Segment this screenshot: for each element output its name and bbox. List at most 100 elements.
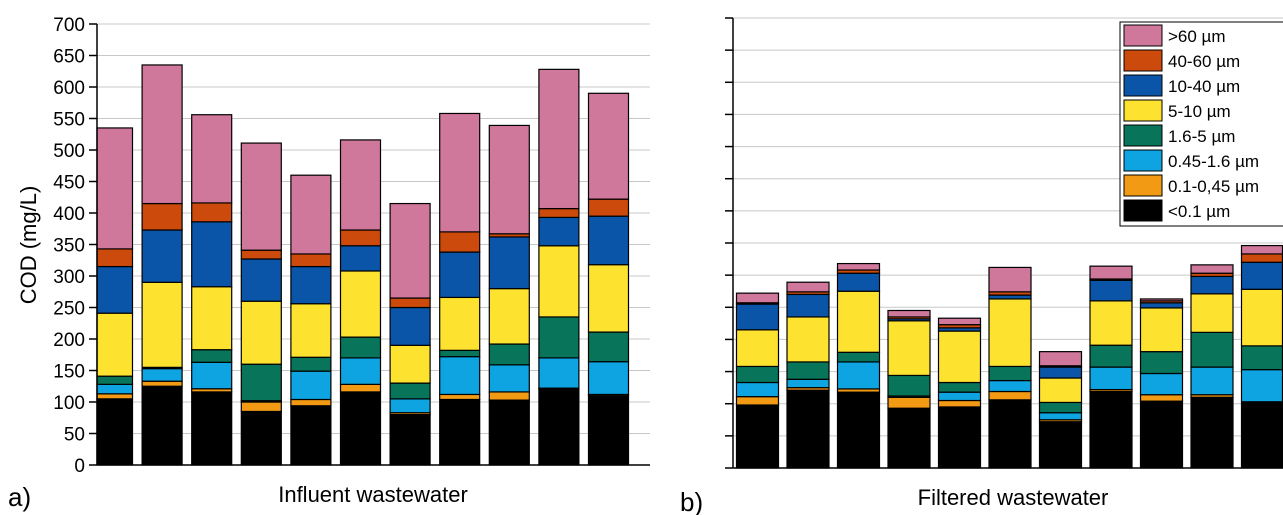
bar-segment [786, 361, 830, 380]
bar-segment [1139, 302, 1184, 309]
bar-segment [339, 336, 382, 359]
bar-segment [439, 251, 481, 299]
bar-segment [1089, 390, 1133, 469]
bar-segment [1089, 265, 1133, 280]
bar-segment [191, 221, 233, 288]
bar-segment [786, 281, 830, 293]
bar-segment [735, 365, 780, 384]
bar-segment [290, 370, 332, 401]
bar-segment [290, 303, 332, 358]
bar-segment [290, 398, 332, 407]
bar-segment [290, 174, 332, 255]
bar-segment [937, 330, 982, 384]
bar-segment [1240, 261, 1283, 290]
bar-segment [887, 309, 931, 318]
bar-segment [988, 298, 1032, 368]
bar-segment [141, 385, 183, 466]
legend-swatch [1123, 99, 1163, 122]
y-tick-label: 650 [53, 47, 85, 68]
bar-segment [587, 264, 630, 333]
bar-segment [587, 395, 630, 466]
bar-segment [587, 331, 630, 363]
bar-segment [538, 207, 580, 219]
bar-segment [1139, 307, 1184, 353]
bar-segment [735, 329, 780, 368]
bar-segment [488, 343, 530, 366]
legend-swatch [1123, 124, 1163, 147]
bar-segment [1139, 394, 1184, 402]
bar-segment [937, 399, 982, 408]
legend-label: 0.1-0,45 µm [1168, 177, 1259, 196]
bar-segment [735, 396, 780, 406]
bar-segment [389, 344, 431, 384]
bar-segment [735, 404, 780, 469]
legend-swatch [1123, 149, 1163, 172]
bar-segment [988, 365, 1032, 382]
bar-segment [1139, 372, 1184, 396]
bars-b [735, 244, 1283, 469]
bar-segment [439, 356, 481, 396]
bar-segment [191, 202, 233, 223]
legend-label: 40-60 µm [1168, 52, 1240, 71]
legend-swatch [1123, 199, 1163, 222]
y-tick-label: 0 [74, 456, 85, 477]
legend-swatch [1123, 24, 1163, 47]
bar-segment [735, 292, 780, 304]
legend-label: 1.6-5 µm [1168, 127, 1235, 146]
bar-segment [240, 363, 282, 402]
bar-segment [1089, 366, 1133, 391]
bar-segment [141, 281, 183, 368]
y-tick-label: 200 [53, 330, 85, 351]
bar-segment [488, 399, 530, 466]
bar-segment [96, 375, 134, 385]
bar-segment [538, 216, 580, 247]
bar-segment [786, 389, 830, 469]
bar-segment [1038, 401, 1083, 414]
bar-segment [538, 316, 580, 359]
bar-segment [836, 290, 881, 353]
bar-segment [191, 114, 233, 204]
bar-segment [1190, 293, 1234, 333]
bar-segment [290, 405, 332, 466]
bar-segment [1139, 351, 1184, 375]
bar-segment [988, 379, 1032, 393]
y-tick-label: 300 [53, 267, 85, 288]
y-tick-label: 500 [53, 141, 85, 162]
bar-segment [1240, 369, 1283, 403]
bar-segment [735, 381, 780, 398]
bar-segment [191, 361, 233, 390]
bar-segment [439, 296, 481, 351]
bar-segment [439, 393, 481, 401]
y-tick-label: 700 [53, 15, 85, 36]
bars-a [96, 64, 630, 466]
y-axis-title-a: COD (mg/L) [16, 186, 41, 305]
legend-swatch [1123, 174, 1163, 197]
bar-segment [339, 391, 382, 466]
legend-label: <0.1 µm [1168, 202, 1230, 221]
x-axis-title-a: Influent wastewater [278, 482, 468, 507]
bar-segment [587, 215, 630, 266]
bar-segment [1038, 421, 1083, 469]
bar-segment [587, 92, 630, 200]
bar-segment [1038, 377, 1083, 404]
bar-segment [836, 262, 881, 271]
bar-segment [1240, 244, 1283, 255]
y-tick-label: 100 [53, 393, 85, 414]
bar-segment [439, 398, 481, 466]
bar-segment [937, 391, 982, 402]
bar-segment [887, 320, 931, 377]
bar-segment [439, 231, 481, 253]
bar-segment [389, 414, 431, 466]
bar-segment [786, 378, 830, 389]
bar-segment [887, 374, 931, 397]
bar-segment [240, 410, 282, 466]
y-tick-label: 450 [53, 173, 85, 194]
bar-segment [389, 398, 431, 414]
bar-segment [339, 357, 382, 385]
bar-segment [937, 406, 982, 469]
bar-segment [191, 391, 233, 466]
bar-segment [836, 361, 881, 390]
bar-segment [141, 380, 183, 387]
bar-segment [887, 396, 931, 409]
legend-swatch [1123, 74, 1163, 97]
